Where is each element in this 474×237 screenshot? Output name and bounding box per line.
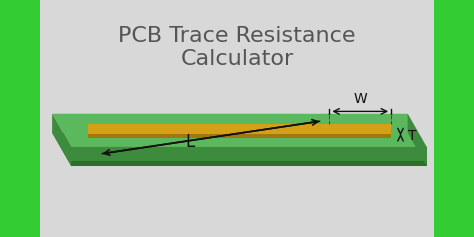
Text: W: W: [353, 92, 367, 106]
Polygon shape: [88, 134, 391, 138]
Polygon shape: [408, 114, 427, 166]
Text: PCB Trace Resistance: PCB Trace Resistance: [118, 26, 356, 46]
Text: T: T: [408, 129, 416, 143]
Text: L: L: [185, 133, 194, 151]
Polygon shape: [88, 124, 391, 134]
Polygon shape: [52, 133, 427, 166]
Polygon shape: [52, 114, 71, 166]
Polygon shape: [40, 0, 434, 237]
Polygon shape: [71, 161, 427, 166]
Polygon shape: [52, 114, 427, 147]
Text: Calculator: Calculator: [181, 49, 293, 69]
Polygon shape: [71, 147, 427, 161]
